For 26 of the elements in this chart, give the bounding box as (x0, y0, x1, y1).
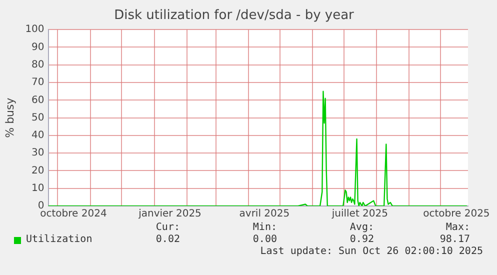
text: Max: (446, 222, 470, 233)
y-tick-label: 60 (32, 94, 44, 106)
text: Min: (252, 222, 277, 233)
text: Avg: (350, 222, 374, 233)
text: 0.02 (156, 234, 180, 245)
x-tick-label: janvier 2025 (138, 208, 202, 220)
x-tick-label: juillet 2025 (330, 208, 388, 220)
y-tick-label: 100 (25, 24, 44, 36)
text: 0.92 (350, 234, 374, 245)
text: Last update: Sun Oct 26 02:00:10 2025 (260, 246, 483, 257)
chart-title: Disk utilization for /dev/sda - by year (114, 8, 355, 24)
text: 0.00 (252, 234, 277, 245)
y-axis-title: % busy (3, 97, 16, 138)
y-tick-label: 30 (32, 148, 44, 159)
y-tick-label: 50 (32, 112, 44, 124)
y-tick-label: 90 (32, 42, 44, 53)
text: Cur: (156, 222, 180, 233)
text: 98.17 (440, 234, 470, 245)
x-tick-label: avril 2025 (239, 208, 290, 220)
y-tick-label: 80 (32, 59, 44, 70)
y-tick-label: 20 (32, 165, 44, 176)
y-tick-label: 10 (32, 182, 44, 194)
x-tick-label: octobre 2025 (423, 208, 490, 220)
y-tick-label: 70 (32, 77, 44, 88)
legend-label: Utilization (26, 234, 92, 245)
y-tick-label: 40 (32, 130, 44, 142)
